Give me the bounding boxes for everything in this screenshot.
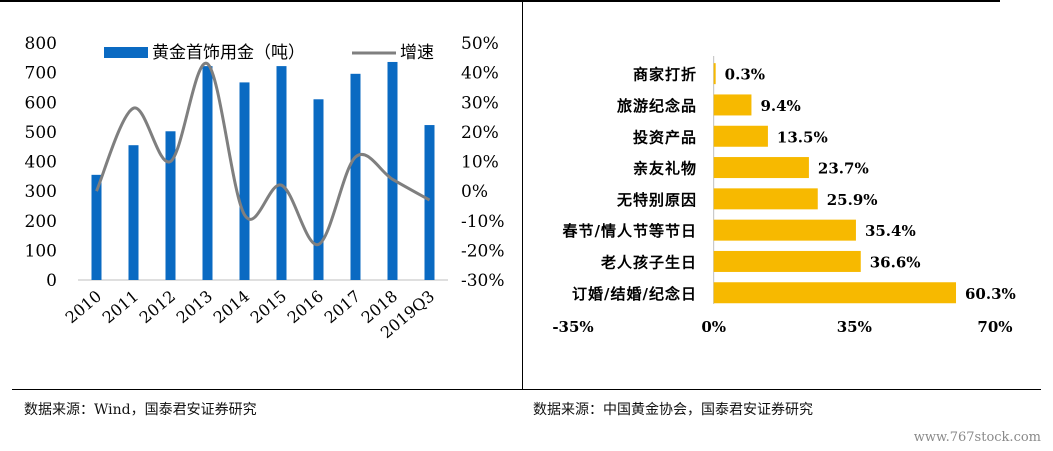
y-right-tick-label: 50%: [461, 34, 499, 54]
category-label: 订婚/结婚/纪念日: [572, 285, 697, 303]
value-label: 0.3%: [725, 66, 765, 84]
x-tick-label: 2015: [247, 287, 290, 328]
y-left-tick-label: 800: [25, 34, 57, 54]
bar: [202, 66, 213, 280]
y-right-tick-label: -30%: [461, 271, 505, 291]
legend-swatch-bar: [104, 47, 148, 58]
y-left-tick-label: 200: [25, 212, 57, 232]
y-right-tick-label: -10%: [461, 212, 505, 232]
bar: [313, 99, 324, 280]
bar: [350, 73, 361, 280]
bottom-rule: [12, 389, 1041, 390]
source-right: 数据来源：中国黄金协会，国泰君安证券研究: [533, 402, 813, 418]
hbar: [713, 282, 957, 304]
watermark: www.767stock.com: [913, 430, 1041, 445]
x-tick-label: 2011: [99, 287, 142, 328]
source-left: 数据来源：Wind，国泰君安证券研究: [24, 402, 257, 418]
bar: [239, 82, 250, 281]
gold-jewelry-chart: 0 100 200 300 400 500 600 700 800 -30% -20% -10% 0% 1…: [25, 34, 505, 342]
x-tick-label: 35%: [837, 318, 872, 336]
bar: [91, 174, 102, 280]
growth-line: [95, 62, 431, 246]
y-right-tick-label: 40%: [461, 64, 499, 84]
hbar: [713, 125, 768, 147]
category-label: 无特别原因: [616, 191, 697, 209]
hbar: [713, 157, 809, 179]
hbar: [713, 219, 856, 241]
hbar: [713, 94, 752, 116]
x-tick-label: 2014: [210, 287, 253, 328]
legend-label-bar: 黄金首饰用金（吨）: [152, 43, 305, 63]
value-label: 9.4%: [760, 97, 800, 115]
category-label: 商家打折: [633, 66, 697, 84]
bar: [424, 125, 435, 280]
y-right-tick-label: 30%: [461, 93, 499, 113]
divider-vertical: [522, 2, 523, 390]
y-left-tick-label: 100: [25, 241, 57, 261]
x-tick-label: -35%: [552, 318, 593, 336]
x-tick-label: 2012: [136, 287, 179, 328]
bar: [128, 145, 139, 280]
value-label: 36.6%: [870, 253, 921, 271]
x-tick-label: 2010: [62, 287, 105, 328]
bar: [165, 131, 176, 280]
y-left-tick-label: 400: [25, 153, 57, 173]
x-tick-label: 2016: [284, 287, 327, 328]
value-label: 13.5%: [777, 128, 828, 146]
y-right-tick-label: 10%: [461, 153, 499, 173]
category-label: 亲友礼物: [633, 160, 697, 178]
y-left-tick-label: 500: [25, 123, 57, 143]
value-label: 60.3%: [965, 285, 1016, 303]
purchase-reason-chart: 商家打折 0.3% 旅游纪念品 9.4% 投资产品 13.5% 亲友礼物 23.7% 无特别原因…: [552, 56, 1016, 336]
x-tick-label: 2017: [321, 287, 364, 328]
y-left-tick-label: 300: [25, 182, 57, 202]
bar: [387, 61, 398, 281]
y-left-tick-label: 600: [25, 93, 57, 113]
bar: [276, 66, 287, 280]
hbar: [713, 63, 716, 85]
y-right-tick-label: 20%: [461, 123, 499, 143]
value-label: 25.9%: [827, 191, 878, 209]
x-tick-label: 2013: [173, 287, 216, 328]
x-tick-label: 0%: [701, 318, 726, 336]
category-label: 投资产品: [633, 128, 697, 146]
y-left-tick-label: 0: [46, 271, 57, 291]
category-label: 老人孩子生日: [600, 253, 697, 271]
value-label: 35.4%: [865, 222, 916, 240]
y-left-tick-label: 700: [25, 64, 57, 84]
legend-label-line: 增速: [400, 43, 434, 63]
top-rule: [0, 0, 1000, 2]
x-tick-label: 70%: [977, 318, 1012, 336]
hbar: [713, 188, 818, 210]
hbar: [713, 250, 861, 272]
value-label: 23.7%: [818, 160, 869, 178]
category-label: 旅游纪念品: [617, 97, 697, 115]
y-right-tick-label: -20%: [461, 241, 505, 261]
y-right-tick-label: 0%: [461, 182, 488, 202]
category-label: 春节/情人节等节日: [563, 222, 697, 240]
